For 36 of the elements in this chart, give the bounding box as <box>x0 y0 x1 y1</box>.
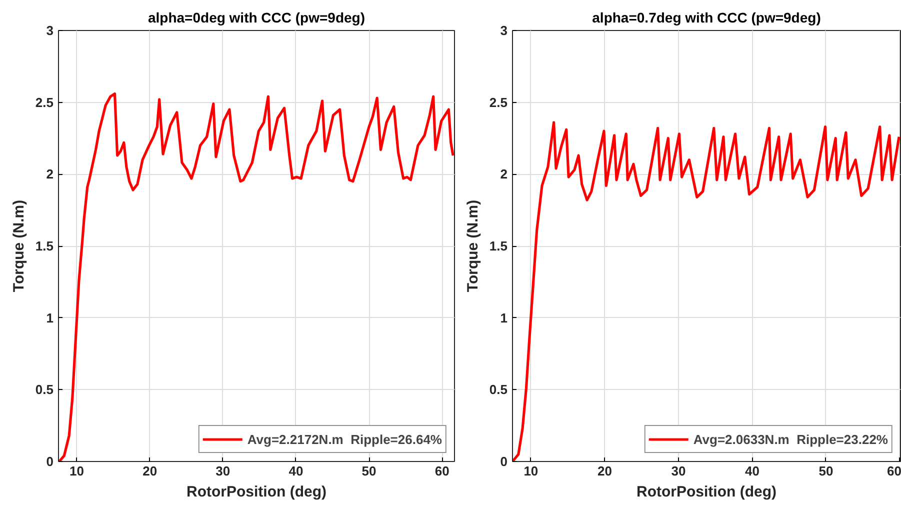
x-tick-label: 60 <box>887 464 901 478</box>
y-tick-label: 2 <box>46 166 54 182</box>
y-tick-label: 0 <box>500 454 508 469</box>
line-series <box>58 92 454 462</box>
x-tick-label: 50 <box>362 464 376 478</box>
y-tick-label: 0.5 <box>489 382 508 398</box>
y-tick-label: 3 <box>46 23 54 38</box>
x-tick-label: 20 <box>597 464 612 478</box>
y-tick-label: 1.5 <box>35 238 54 254</box>
y-axis-title: Torque (N.m) <box>464 200 482 292</box>
x-tick-label: 10 <box>70 464 84 478</box>
y-tick-label: 3 <box>500 23 508 38</box>
y-tick-label: 0 <box>46 454 54 469</box>
x-axis-title: RotorPosition (deg) <box>636 484 776 500</box>
y-tick-label: 1 <box>46 310 54 326</box>
y-tick-label: 2.5 <box>35 94 54 110</box>
x-tick-label: 40 <box>745 464 760 478</box>
x-axis-title: RotorPosition (deg) <box>186 484 326 500</box>
y-axis-title: Torque (N.m) <box>10 200 28 292</box>
x-tick-label: 20 <box>142 464 158 478</box>
y-tick-label: 2 <box>500 166 508 182</box>
y-tick-label: 1 <box>500 310 508 326</box>
legend-label: Avg=2.2172N.m Ripple=26.64% <box>247 432 442 446</box>
x-tick-label: 60 <box>434 464 450 478</box>
x-tick-label: 50 <box>818 464 834 478</box>
x-tick-label: 40 <box>288 464 304 478</box>
chart-title: alpha=0.7deg with CCC (pw=9deg) <box>592 10 821 26</box>
y-tick-label: 1.5 <box>489 238 508 254</box>
y-tick-label: 0.5 <box>35 382 54 398</box>
legend-label: Avg=2.0633N.m Ripple=23.22% <box>693 432 888 446</box>
x-tick-label: 30 <box>216 464 230 478</box>
line-series <box>512 121 900 462</box>
chart-title: alpha=0deg with CCC (pw=9deg) <box>148 10 366 26</box>
x-tick-label: 30 <box>671 464 686 478</box>
y-tick-label: 2.5 <box>489 94 508 110</box>
x-tick-label: 10 <box>524 464 538 478</box>
